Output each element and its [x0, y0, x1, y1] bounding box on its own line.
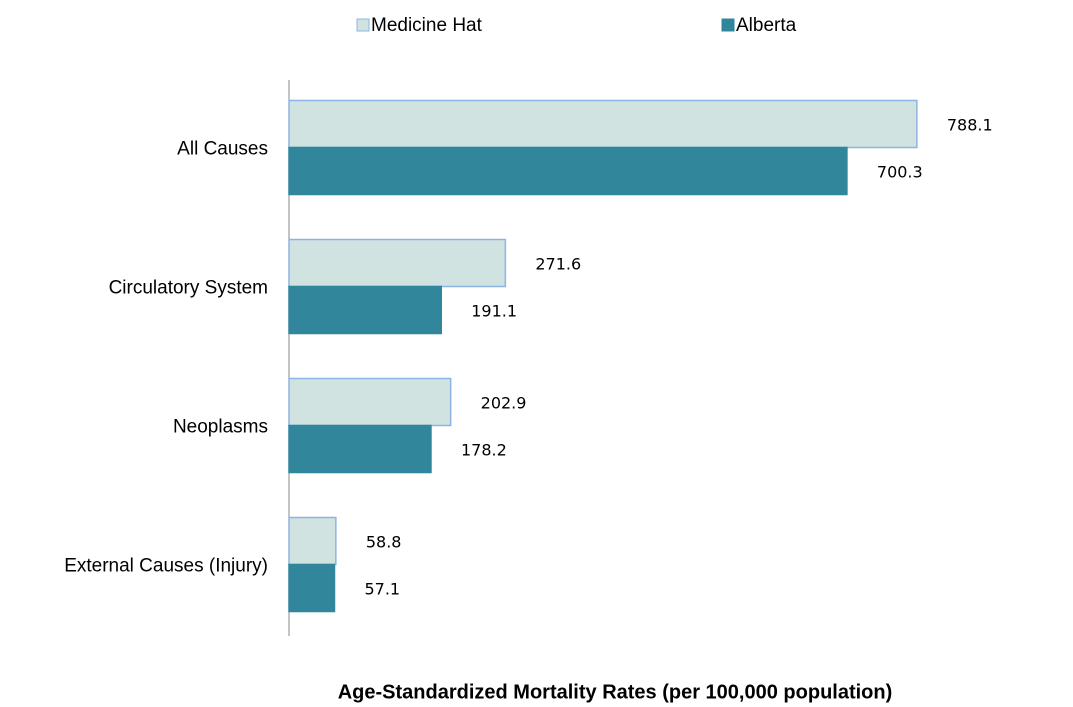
legend-label: Alberta [736, 15, 797, 36]
value-label: 178.2 [461, 441, 507, 460]
bar [288, 146, 848, 196]
legend-swatch [356, 18, 370, 32]
y-tick-label: All Causes [177, 139, 268, 160]
bar [288, 516, 337, 566]
value-label: 191.1 [471, 302, 517, 321]
value-label: 202.9 [481, 394, 527, 413]
value-label: 58.8 [366, 533, 402, 552]
bar [288, 563, 336, 613]
y-tick-label: Circulatory System [109, 278, 268, 299]
bar [288, 99, 918, 149]
bar [288, 238, 507, 288]
x-axis-label: Age-Standardized Mortality Rates (per 10… [338, 681, 893, 703]
bar [288, 424, 432, 474]
y-tick-label: External Causes (Injury) [64, 556, 268, 577]
value-label: 700.3 [877, 163, 923, 182]
value-label: 271.6 [535, 255, 581, 274]
y-tick-label: Neoplasms [173, 417, 268, 438]
bar [288, 285, 442, 335]
bar [288, 377, 452, 427]
value-label: 57.1 [364, 580, 400, 599]
value-label: 788.1 [947, 116, 993, 135]
legend-swatch [721, 18, 735, 32]
legend-label: Medicine Hat [371, 15, 483, 36]
